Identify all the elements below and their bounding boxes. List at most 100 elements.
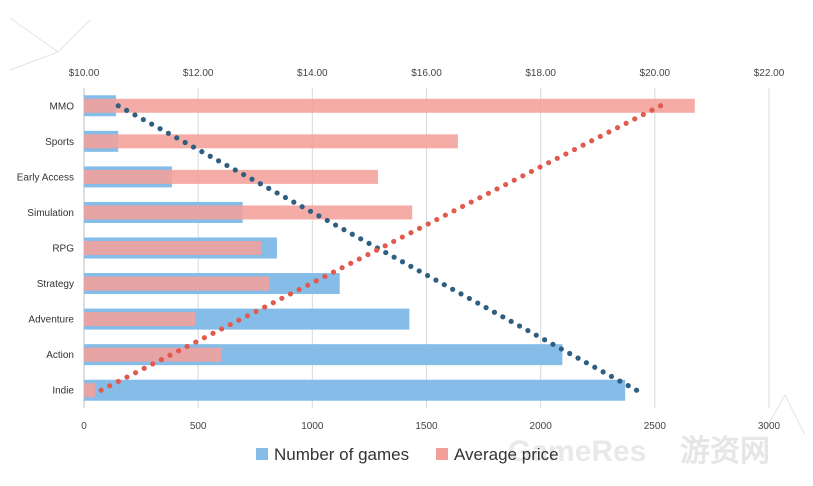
trendline-dot [399, 259, 406, 265]
trendline-dot [580, 142, 586, 148]
trendline-dot [291, 199, 297, 205]
bottom-tick-label: 2000 [530, 421, 553, 432]
trendline-dot [158, 356, 164, 363]
category-label: Early Access [17, 172, 74, 183]
number-of-games-trendline [115, 103, 640, 393]
category-label: RPG [52, 244, 74, 255]
trendline-dot [520, 173, 526, 179]
trendline-dot [132, 370, 139, 376]
bar-average-price [84, 205, 413, 220]
trendline-dot [528, 168, 535, 175]
trendline-dot [533, 332, 539, 338]
trendline-dot [193, 339, 199, 345]
trendline-dot [373, 247, 380, 253]
trendline-dot [232, 167, 238, 173]
trendline-dot [241, 171, 247, 178]
trendline-dot [107, 383, 113, 389]
legend-label-average-price: Average price [454, 445, 559, 464]
bottom-axis-ticks: 0 500 1000 1500 2000 2500 3000 [81, 421, 780, 432]
trendline-dot [333, 222, 339, 228]
trendline-dot [441, 282, 447, 288]
trendline-dot [287, 291, 294, 297]
bar-number-of-games [84, 379, 626, 401]
watermark-logo: GameRes 游资网 [508, 435, 770, 468]
trendline-dot [184, 343, 190, 350]
trendline-dot [349, 231, 355, 237]
trendline-dot [262, 304, 268, 310]
trendline-dot [583, 360, 590, 366]
decorative-corner-lines [9, 17, 806, 436]
trendline-dot [592, 364, 598, 370]
trendline-dot [399, 234, 405, 240]
trendline-dot [149, 121, 155, 127]
trendline-dot [174, 135, 180, 141]
trendline-dot [558, 346, 564, 352]
bar-average-price [84, 134, 458, 149]
trendline-dot [274, 190, 280, 196]
trendline-dot [190, 144, 197, 150]
trendline-dot [516, 323, 523, 329]
bottom-tick-label: 1500 [415, 421, 438, 432]
trendline-dot [341, 227, 347, 233]
trendline-dot [483, 305, 489, 311]
trendline-dot [424, 272, 431, 279]
watermark-cn: 游资网 [680, 435, 770, 468]
top-tick-label: $22.00 [754, 68, 785, 79]
trendline-dot [475, 300, 481, 306]
decor-line [9, 51, 59, 71]
trendline-dot [115, 378, 121, 385]
trendline-dot [157, 126, 163, 132]
trendline-dot [249, 176, 255, 182]
trendline-dot [657, 103, 664, 109]
trendline-dot [450, 286, 456, 292]
trendline-dot [356, 256, 362, 262]
trendline-dot [215, 158, 222, 164]
trendline-dot [182, 139, 188, 146]
category-label: Strategy [37, 279, 74, 290]
bar-average-price [84, 276, 270, 291]
trendline-dot [408, 230, 414, 236]
trendline-dot [477, 195, 483, 201]
category-label: Adventure [28, 315, 74, 326]
trendline-dot [408, 263, 414, 269]
bar-average-price [84, 347, 221, 362]
trendline-dot [617, 378, 623, 384]
category-label: Sports [45, 137, 74, 148]
trendline-dot [554, 155, 560, 161]
trendline-dot [508, 318, 514, 325]
trendline-dot [227, 321, 233, 328]
trendline-dot [324, 217, 330, 224]
trendline-dot [115, 103, 121, 109]
trendline-dot [391, 238, 397, 245]
trendline-dot [358, 236, 364, 242]
decor-line [9, 17, 59, 53]
average-price-bars [84, 98, 695, 398]
trendline-dot [299, 204, 305, 210]
trendline-dot [316, 213, 322, 219]
top-tick-label: $18.00 [525, 68, 556, 79]
trendline-dot [575, 355, 581, 361]
trendline-dot [140, 116, 146, 123]
bar-average-price [84, 312, 196, 327]
trendline-dot [150, 361, 156, 367]
trendline-dot [425, 221, 431, 227]
legend-swatch-average-price [436, 448, 448, 460]
trendline-dot [459, 203, 466, 210]
trendline-dot [307, 208, 314, 214]
trendline-dot [433, 277, 439, 283]
top-tick-label: $10.00 [69, 68, 100, 79]
category-label: Action [46, 350, 74, 361]
trendline-dot [348, 260, 354, 266]
category-label: Simulation [27, 208, 74, 219]
trendline-dot [132, 112, 138, 118]
trendline-dot [494, 186, 500, 192]
trendline-dot [623, 120, 629, 126]
decor-line [57, 19, 91, 53]
chart-legend: Number of games Average price [256, 445, 559, 464]
trendline-dot [167, 352, 173, 358]
trendline-dot [632, 116, 638, 122]
trendline-dot [525, 327, 531, 334]
trendline-dot [614, 125, 621, 131]
legend-swatch-number-of-games [256, 448, 268, 460]
trendline-dot [210, 330, 216, 336]
